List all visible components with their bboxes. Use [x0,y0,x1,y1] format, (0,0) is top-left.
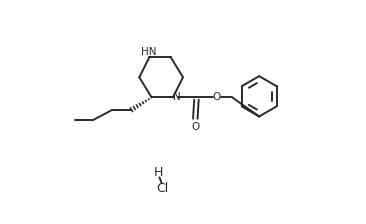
Text: O: O [191,122,199,132]
Text: H: H [154,166,163,179]
Text: HN: HN [141,47,157,57]
Text: N: N [173,93,181,102]
Text: Cl: Cl [157,182,169,195]
Text: O: O [213,93,221,102]
